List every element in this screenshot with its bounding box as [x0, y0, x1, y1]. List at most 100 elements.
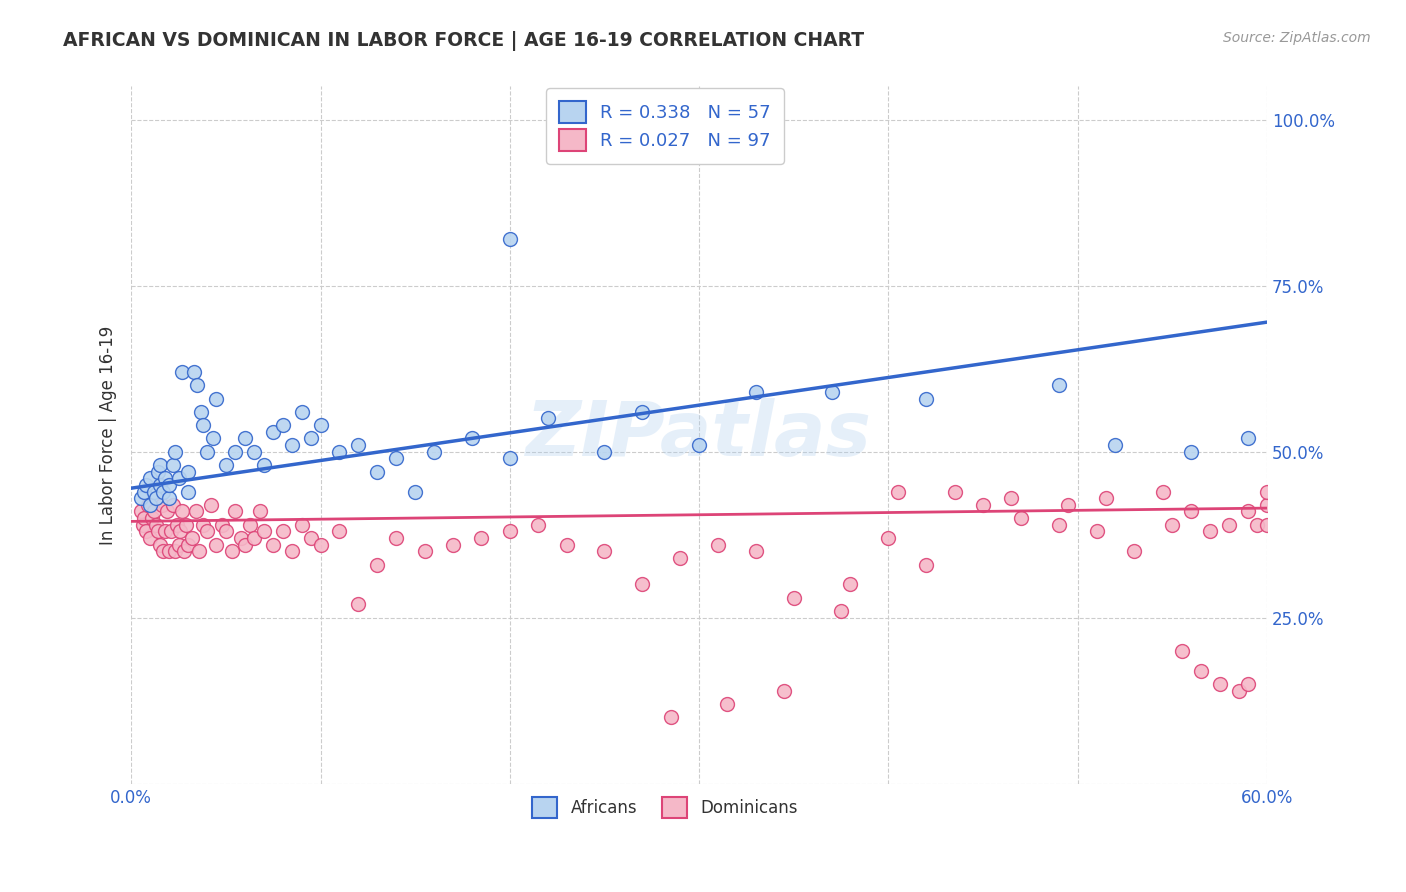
Point	[555, 538, 578, 552]
Point	[262, 425, 284, 439]
Point	[1237, 431, 1260, 445]
Point	[423, 444, 446, 458]
Point	[190, 405, 212, 419]
Point	[1189, 664, 1212, 678]
Point	[177, 538, 200, 552]
Point	[243, 444, 266, 458]
Point	[1256, 517, 1278, 532]
Point	[224, 444, 246, 458]
Point	[1237, 504, 1260, 518]
Point	[134, 484, 156, 499]
Point	[281, 544, 304, 558]
Point	[152, 544, 174, 558]
Point	[783, 591, 806, 605]
Point	[157, 491, 180, 505]
Point	[205, 392, 228, 406]
Point	[139, 498, 162, 512]
Point	[184, 504, 207, 518]
Point	[131, 517, 153, 532]
Point	[146, 465, 169, 479]
Point	[291, 517, 314, 532]
Point	[537, 411, 560, 425]
Point	[1152, 484, 1174, 499]
Point	[1218, 517, 1240, 532]
Point	[188, 544, 211, 558]
Point	[167, 471, 190, 485]
Point	[149, 458, 172, 472]
Point	[499, 232, 522, 246]
Point	[243, 531, 266, 545]
Point	[877, 531, 900, 545]
Text: ZIPatlas: ZIPatlas	[526, 398, 872, 472]
Point	[155, 524, 177, 539]
Point	[820, 384, 842, 399]
Point	[134, 511, 156, 525]
Point	[146, 524, 169, 539]
Point	[162, 498, 184, 512]
Point	[183, 365, 205, 379]
Point	[1161, 517, 1184, 532]
Point	[915, 392, 938, 406]
Point	[221, 544, 243, 558]
Text: AFRICAN VS DOMINICAN IN LABOR FORCE | AGE 16-19 CORRELATION CHART: AFRICAN VS DOMINICAN IN LABOR FORCE | AG…	[63, 31, 865, 51]
Point	[169, 524, 191, 539]
Point	[972, 498, 994, 512]
Point	[1180, 444, 1202, 458]
Point	[211, 517, 233, 532]
Point	[915, 558, 938, 572]
Point	[299, 431, 322, 445]
Point	[172, 365, 194, 379]
Point	[1010, 511, 1032, 525]
Point	[195, 524, 218, 539]
Point	[166, 517, 188, 532]
Point	[152, 484, 174, 499]
Point	[688, 438, 710, 452]
Point	[224, 504, 246, 518]
Point	[156, 504, 179, 518]
Point	[499, 524, 522, 539]
Point	[1199, 524, 1222, 539]
Point	[347, 438, 370, 452]
Point	[149, 538, 172, 552]
Point	[233, 538, 256, 552]
Point	[404, 484, 426, 499]
Point	[163, 444, 186, 458]
Point	[385, 451, 408, 466]
Point	[707, 538, 730, 552]
Point	[1180, 504, 1202, 518]
Point	[193, 517, 215, 532]
Point	[253, 524, 276, 539]
Point	[593, 444, 616, 458]
Point	[150, 498, 173, 512]
Point	[281, 438, 304, 452]
Point	[136, 498, 159, 512]
Point	[239, 517, 262, 532]
Point	[135, 478, 157, 492]
Point	[299, 531, 322, 545]
Y-axis label: In Labor Force | Age 16-19: In Labor Force | Age 16-19	[100, 326, 117, 545]
Point	[180, 531, 202, 545]
Point	[1095, 491, 1118, 505]
Point	[172, 504, 194, 518]
Point	[271, 418, 294, 433]
Point	[291, 405, 314, 419]
Point	[253, 458, 276, 472]
Point	[1047, 517, 1070, 532]
Point	[1104, 438, 1126, 452]
Point	[215, 524, 238, 539]
Point	[1047, 378, 1070, 392]
Point	[1256, 498, 1278, 512]
Point	[659, 710, 682, 724]
Point	[157, 544, 180, 558]
Point	[229, 531, 252, 545]
Point	[173, 544, 195, 558]
Point	[1246, 517, 1268, 532]
Point	[461, 431, 484, 445]
Point	[174, 517, 197, 532]
Point	[215, 458, 238, 472]
Point	[527, 517, 550, 532]
Point	[593, 544, 616, 558]
Point	[155, 471, 177, 485]
Point	[347, 598, 370, 612]
Point	[669, 550, 692, 565]
